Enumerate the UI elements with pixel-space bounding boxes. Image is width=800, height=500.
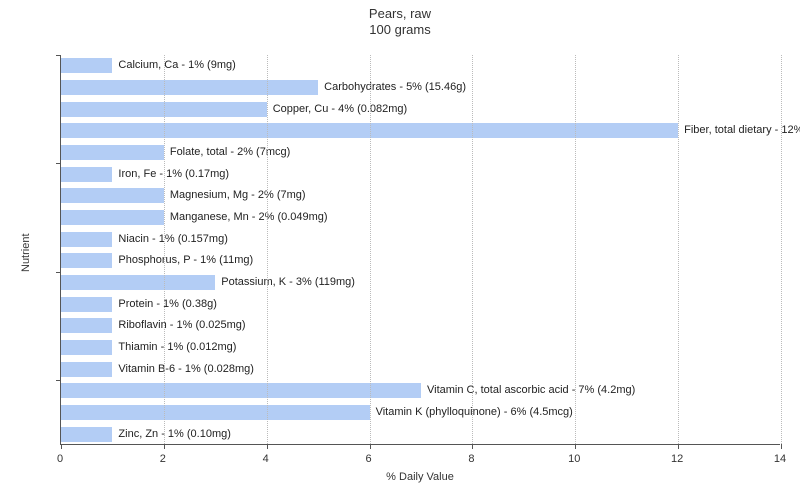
x-tick-label: 8: [468, 453, 474, 465]
bar-label: Niacin - 1% (0.157mg): [112, 232, 227, 247]
x-tick-label: 14: [774, 453, 786, 465]
chart-title: Pears, raw 100 grams: [0, 6, 800, 39]
bar: [61, 340, 112, 355]
bar-label: Carbohydrates - 5% (15.46g): [318, 80, 466, 95]
x-tick-label: 4: [263, 453, 269, 465]
bar-label: Magnesium, Mg - 2% (7mg): [164, 188, 306, 203]
y-tick: [56, 380, 61, 381]
y-axis-title: Nutrient: [20, 233, 32, 272]
nutrient-chart: Pears, raw 100 grams Calcium, Ca - 1% (9…: [0, 0, 800, 500]
gridline-vertical: [472, 55, 473, 444]
chart-title-line-1: Pears, raw: [0, 6, 800, 22]
chart-title-line-2: 100 grams: [0, 22, 800, 38]
x-tick: [61, 444, 62, 449]
bar-label: Zinc, Zn - 1% (0.10mg): [112, 427, 230, 442]
gridline-vertical: [370, 55, 371, 444]
bar-label: Vitamin B-6 - 1% (0.028mg): [112, 362, 254, 377]
plot-area: Calcium, Ca - 1% (9mg) Carbohydrates - 5%…: [60, 55, 780, 445]
bar-label: Manganese, Mn - 2% (0.049mg): [164, 210, 328, 225]
bar-label: Calcium, Ca - 1% (9mg): [112, 58, 235, 73]
bar: [61, 210, 164, 225]
x-tick-label: 2: [160, 453, 166, 465]
gridline-vertical: [164, 55, 165, 444]
x-tick: [164, 444, 165, 449]
gridline-vertical: [781, 55, 782, 444]
bar: [61, 58, 112, 73]
x-tick: [370, 444, 371, 449]
bar-label: Riboflavin - 1% (0.025mg): [112, 318, 245, 333]
bar: [61, 362, 112, 377]
x-tick-label: 6: [366, 453, 372, 465]
bar-label: Potassium, K - 3% (119mg): [215, 275, 355, 290]
bar-label: Iron, Fe - 1% (0.17mg): [112, 167, 229, 182]
x-tick-label: 12: [671, 453, 683, 465]
bar: [61, 427, 112, 442]
x-tick: [781, 444, 782, 449]
x-tick-label: 0: [57, 453, 63, 465]
bar: [61, 405, 370, 420]
x-tick-label: 10: [568, 453, 580, 465]
bar-label: Vitamin K (phylloquinone) - 6% (4.5mcg): [370, 405, 573, 420]
gridline-vertical: [678, 55, 679, 444]
bar: [61, 318, 112, 333]
bar: [61, 297, 112, 312]
bar-label: Thiamin - 1% (0.012mg): [112, 340, 236, 355]
x-tick: [472, 444, 473, 449]
bar: [61, 167, 112, 182]
bar: [61, 383, 421, 398]
bar: [61, 232, 112, 247]
y-tick: [56, 272, 61, 273]
y-tick: [56, 163, 61, 164]
bar: [61, 275, 215, 290]
x-tick: [678, 444, 679, 449]
bar-label: Phosphorus, P - 1% (11mg): [112, 253, 253, 268]
bar: [61, 145, 164, 160]
y-tick: [56, 55, 61, 56]
x-tick: [575, 444, 576, 449]
bar-label: Copper, Cu - 4% (0.082mg): [267, 102, 408, 117]
bar: [61, 188, 164, 203]
x-axis-title: % Daily Value: [386, 471, 454, 483]
bar-label: Folate, total - 2% (7mcg): [164, 145, 290, 160]
gridline-vertical: [267, 55, 268, 444]
gridline-vertical: [575, 55, 576, 444]
bar: [61, 80, 318, 95]
bar-label: Vitamin C, total ascorbic acid - 7% (4.2…: [421, 383, 635, 398]
x-tick: [267, 444, 268, 449]
bar: [61, 253, 112, 268]
bars-layer: Calcium, Ca - 1% (9mg) Carbohydrates - 5%…: [61, 55, 780, 444]
